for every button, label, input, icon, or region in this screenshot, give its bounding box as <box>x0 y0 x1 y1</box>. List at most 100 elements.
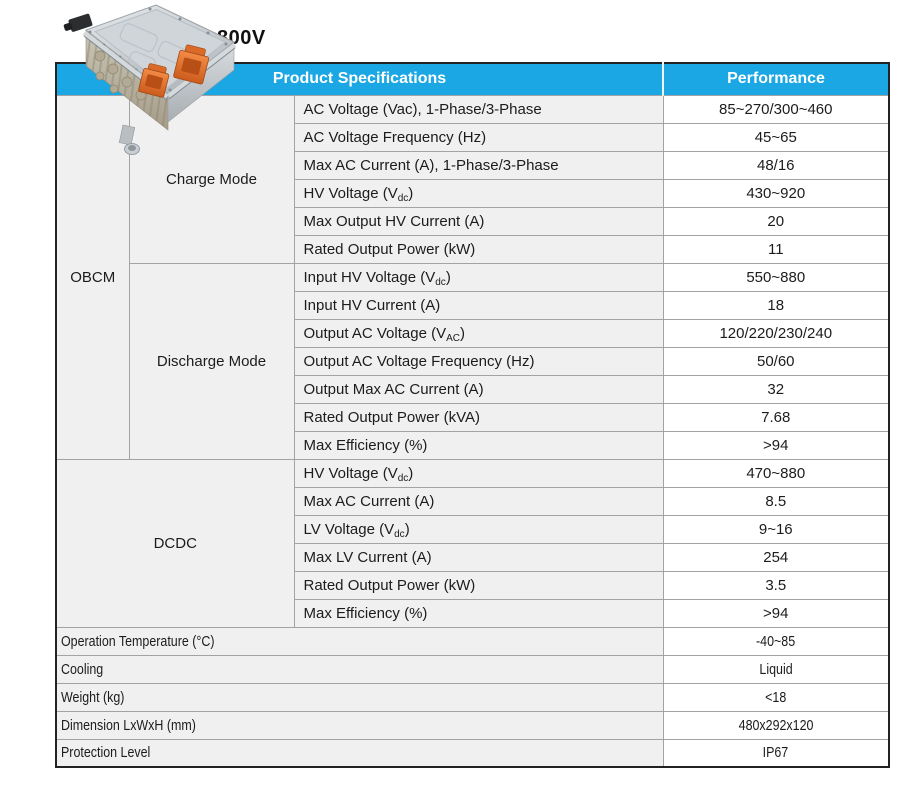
spec-label-suffix: ) <box>460 324 465 342</box>
table-row: Operation Temperature (°C) -40~85 <box>55 626 890 656</box>
table-row: LV Voltage (Vdc) 9~16 <box>56 514 890 544</box>
group-cell-charge-mode: Charge Mode <box>128 94 295 264</box>
spec-value: 8.5 <box>662 486 890 516</box>
footer-value: <18 <box>662 682 890 712</box>
spec-value: 7.68 <box>662 402 890 432</box>
spec-value: 50/60 <box>662 346 890 376</box>
spec-label-suffix: ) <box>408 184 414 202</box>
spec-label: Max Efficiency (%) <box>293 430 664 460</box>
spec-label: Max Efficiency (%) <box>293 598 664 628</box>
spec-label-suffix: ) <box>408 464 414 482</box>
footer-label-text: Cooling <box>61 660 104 678</box>
spec-label-text: Output AC Voltage Frequency (Hz) <box>303 352 535 370</box>
group-cell-discharge-mode: Discharge Mode <box>128 262 295 460</box>
spec-label: LV Voltage (Vdc) <box>293 514 664 544</box>
spec-value: 430~920 <box>662 178 890 208</box>
spec-label: Rated Output Power (kW) <box>293 570 664 600</box>
spec-value: 20 <box>662 206 890 236</box>
table-row: Dimension LxWxH (mm) 480x292x120 <box>55 710 890 740</box>
spec-label-text: Max AC Current (A) <box>303 492 435 510</box>
table-row: Max AC Current (A), 1-Phase/3-Phase 48/1… <box>56 150 890 180</box>
spec-label: AC Voltage (Vac), 1-Phase/3-Phase <box>293 94 664 124</box>
group-cell-obcm: OBCM <box>55 94 130 460</box>
footer-value-text: 480x292x120 <box>738 716 814 734</box>
footer-value-text: Liquid <box>759 660 793 678</box>
footer-label-text: Weight (kg) <box>61 688 125 706</box>
spec-value: 48/16 <box>662 150 890 180</box>
side-holes <box>94 50 147 101</box>
table-row: Max AC Current (A) 8.5 <box>56 486 890 516</box>
footer-value: -40~85 <box>662 626 890 656</box>
table-row: HV Voltage (Vdc) 430~920 <box>56 178 890 208</box>
spec-label-text: HV Voltage (V <box>303 184 398 202</box>
footer-label: Operation Temperature (°C) <box>55 626 664 656</box>
column-header-performance: Performance <box>662 62 890 96</box>
spec-label-text: Max Efficiency (%) <box>303 604 428 622</box>
spec-label-text: Max LV Current (A) <box>303 548 432 566</box>
spec-label: Output AC Voltage Frequency (Hz) <box>293 346 664 376</box>
spec-value: 45~65 <box>662 122 890 152</box>
footer-label: Dimension LxWxH (mm) <box>55 710 664 740</box>
spec-label-text: Max Efficiency (%) <box>303 436 428 454</box>
spec-label-text: Input HV Current (A) <box>303 296 441 314</box>
spec-value: 254 <box>662 542 890 572</box>
spec-label-suffix: ) <box>445 268 451 286</box>
table-row: Max Efficiency (%) >94 <box>56 430 890 460</box>
spec-label: HV Voltage (Vdc) <box>293 458 664 488</box>
spec-label-text: Max AC Current (A), 1-Phase/3-Phase <box>303 156 559 174</box>
table-row: Input HV Current (A) 18 <box>56 290 890 320</box>
footer-label-text: Operation Temperature (°C) <box>61 632 215 650</box>
table-row: OBCM Charge Mode AC Voltage (Vac), 1-Pha… <box>55 94 890 460</box>
footer-label: Cooling <box>55 654 664 684</box>
spec-label: Input HV Voltage (Vdc) <box>293 262 664 292</box>
spec-label-suffix: ) <box>404 520 410 538</box>
coolant-fitting <box>118 124 140 155</box>
spec-label: HV Voltage (Vdc) <box>293 178 664 208</box>
spec-label: Rated Output Power (kW) <box>293 234 664 264</box>
hv-black-connector <box>63 13 93 32</box>
spec-label: Max AC Current (A) <box>293 486 664 516</box>
footer-value: 480x292x120 <box>662 710 890 740</box>
table-row: Rated Output Power (kW) 11 <box>56 234 890 264</box>
spec-value: 470~880 <box>662 458 890 488</box>
orange-connector-small <box>138 63 170 98</box>
spec-label-text: Output Max AC Current (A) <box>303 380 484 398</box>
spec-label: Max LV Current (A) <box>293 542 664 572</box>
spec-value: 9~16 <box>662 514 890 544</box>
spec-value: 85~270/300~460 <box>662 94 890 124</box>
table-row: Max LV Current (A) 254 <box>56 542 890 572</box>
product-photo <box>63 4 237 155</box>
spec-label: Output Max AC Current (A) <box>293 374 664 404</box>
footer-label-text: Protection Level <box>61 744 151 762</box>
spec-label-subscript: dc <box>394 528 405 540</box>
spec-label-text: AC Voltage (Vac), 1-Phase/3-Phase <box>303 100 542 118</box>
footer-value-text: <18 <box>765 688 787 706</box>
spec-table: Product Specifications Performance OBCM … <box>55 62 891 768</box>
spec-label-subscript: dc <box>435 276 446 288</box>
table-row: Discharge Mode Input HV Voltage (Vdc) 55… <box>56 262 890 460</box>
footer-value: IP67 <box>662 738 890 768</box>
spec-label: Max AC Current (A), 1-Phase/3-Phase <box>293 150 664 180</box>
group-cell-dcdc: DCDC <box>55 458 295 628</box>
table-row: Weight (kg) <18 <box>55 682 890 712</box>
spec-value: >94 <box>662 598 890 628</box>
spec-label-subscript: dc <box>397 192 409 204</box>
spec-value: 3.5 <box>662 570 890 600</box>
orange-connector-large <box>173 44 210 85</box>
spec-label: AC Voltage Frequency (Hz) <box>293 122 664 152</box>
table-row: Cooling Liquid <box>55 654 890 684</box>
spec-value: 11 <box>662 234 890 264</box>
spec-label-text: Input HV Voltage (V <box>303 268 436 286</box>
spec-label-text: Rated Output Power (kW) <box>303 240 476 258</box>
spec-label-subscript: dc <box>397 472 409 484</box>
spec-label-text: LV Voltage (V <box>303 520 395 538</box>
footer-value-text: -40~85 <box>756 632 796 650</box>
spec-value: 550~880 <box>662 262 890 292</box>
table-row: DCDC HV Voltage (Vdc) 470~880 <box>55 458 890 628</box>
spec-value: 18 <box>662 290 890 320</box>
footer-value: Liquid <box>662 654 890 684</box>
footer-value-text: IP67 <box>762 744 789 762</box>
spec-label-text: Output AC Voltage (V <box>303 324 447 342</box>
spec-label-subscript: AC <box>446 332 460 344</box>
table-row: Protection Level IP67 <box>55 738 890 768</box>
